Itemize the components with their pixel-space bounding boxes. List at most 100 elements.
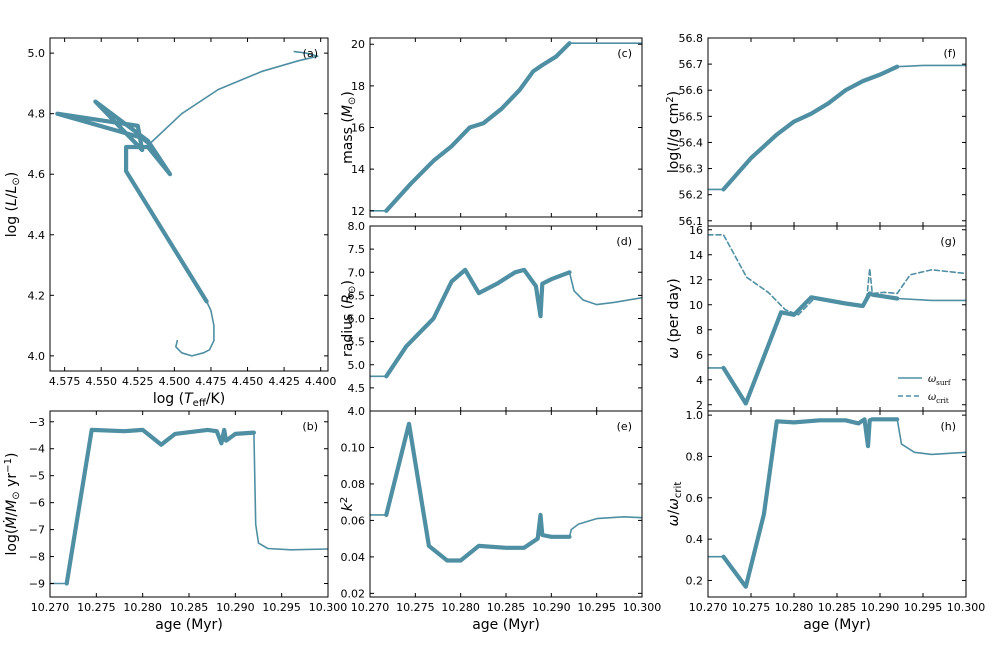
x-tick-label: 10.270: [31, 601, 70, 614]
series-group-f: [708, 64, 966, 192]
x-axis-label: age (Myr): [472, 617, 540, 633]
y-tick-label: 12: [351, 205, 365, 218]
panel-tag: (h): [940, 420, 956, 433]
y-tick-label: 8: [696, 324, 703, 337]
x-axis-label: age (Myr): [155, 617, 223, 633]
y-tick-label: 2: [696, 399, 703, 412]
panel-tag: (g): [940, 235, 956, 248]
y-tick-label: −3: [29, 416, 45, 429]
y-tick-label: 6.5: [348, 289, 366, 302]
x-tick-label: 10.295: [262, 601, 301, 614]
y-axis-label: radius (R⊙): [340, 280, 358, 357]
x-tick-label: 10.285: [818, 601, 857, 614]
panel-tag: (f): [944, 47, 956, 60]
axes-frame: [49, 37, 329, 372]
x-tick-label: 10.300: [947, 601, 986, 614]
x-tick-label: 10.290: [216, 601, 255, 614]
y-axis-label: log(Ṁ/M⊙ yr−1): [2, 453, 22, 556]
x-tick-label: 10.275: [77, 601, 116, 614]
series-accretion-thick: [721, 64, 900, 192]
x-axis-label: log (Teff/K): [153, 391, 225, 409]
series-group-b: [50, 427, 328, 586]
series-late-thin: [148, 50, 319, 145]
axes-frame: [707, 410, 967, 598]
panel-d: 4.0 4.5 5.0 5.5 6.0 6.5 7.0 7.5 8.0 (d) radius (R⊙…: [340, 220, 643, 418]
panel-e: 10.270 10.275 10.280 10.285 10.290 10.295 10.3…: [339, 410, 662, 633]
series-group-a: [55, 50, 319, 357]
y-tick-label: 56.7: [679, 58, 704, 71]
x-axis-label: age (Myr): [803, 617, 871, 633]
x-tick-label: 10.280: [775, 601, 814, 614]
y-axis-label: mass (M⊙): [340, 91, 358, 164]
x-tick-label: 10.285: [487, 601, 526, 614]
x-tick-label: 10.285: [170, 601, 209, 614]
x-tick-label: 10.300: [309, 601, 348, 614]
x-tick-label: 4.525: [122, 375, 154, 388]
x-tick-label: 10.280: [441, 601, 480, 614]
y-tick-label: 6: [696, 349, 703, 362]
series-late-thin: [568, 271, 642, 306]
y-axis-label: k2: [339, 497, 356, 512]
series-accretion-thick: [721, 417, 900, 589]
y-tick-label: 14: [351, 163, 365, 176]
y-tick-label: 56.6: [679, 84, 704, 97]
legend-label-surf: ωsurf: [928, 374, 952, 387]
panel-tag: (a): [303, 47, 318, 60]
x-tick-label: 4.400: [305, 375, 337, 388]
legend-label-crit: ωcrit: [928, 392, 949, 405]
y-tick-label: 56.4: [679, 136, 704, 149]
series-accretion-thick: [384, 41, 572, 213]
x-tick-label: 10.290: [532, 601, 571, 614]
x-tick-label: 10.290: [861, 601, 900, 614]
y-tick-label: 56.8: [679, 32, 704, 45]
x-tick-label: 10.275: [396, 601, 435, 614]
y-tick-label: −5: [29, 470, 45, 483]
x-tick-label: 4.500: [159, 375, 191, 388]
x-tick-label: 10.270: [689, 601, 728, 614]
panel-a: 4.575 4.550 4.525 4.500 4.475 4.450 4.425 4.400…: [4, 37, 337, 409]
axes-frame: [369, 37, 643, 218]
panel-tag: (b): [302, 420, 318, 433]
series-late-thin: [896, 64, 966, 68]
y-tick-label: 14: [689, 249, 703, 262]
y-tick-label: 1.0: [686, 409, 704, 422]
y-tick-label: 56.2: [679, 189, 704, 202]
panel-c: 12 14 16 18 20 (c) mass (M⊙): [340, 37, 643, 218]
y-tick-label: 7.5: [348, 243, 366, 256]
series-pre-ms-thin: [175, 300, 215, 357]
y-tick-label: 18: [351, 80, 365, 93]
y-tick-label: 0.6: [686, 492, 704, 505]
x-tick-label: 4.425: [268, 375, 300, 388]
series-accretion-thick: [384, 421, 572, 563]
y-tick-label: −9: [29, 578, 45, 591]
y-axis-label: log(I/g cm2): [665, 91, 682, 173]
series-group-c: [370, 41, 642, 213]
x-tick-label: 4.575: [49, 375, 81, 388]
panel-h: 10.270 10.275 10.280 10.285 10.290 10.295 10.3…: [666, 409, 985, 633]
y-tick-label: 10: [689, 299, 703, 312]
y-tick-label: 5.5: [348, 336, 366, 349]
x-tick-label: 10.300: [623, 601, 662, 614]
y-tick-label: 0.4: [686, 533, 704, 546]
y-tick-label: 56.1: [679, 215, 704, 228]
series-late-thin: [253, 431, 328, 551]
panel-g: 2 4 6 8 10 12 14 16 (g) ω (per day) ωsurf ωcrit: [666, 224, 967, 412]
y-tick-label: 0.02: [341, 587, 366, 600]
x-tick-label: 10.280: [123, 601, 162, 614]
y-tick-label: 4.6: [28, 168, 46, 181]
y-tick-label: 6.0: [348, 313, 366, 326]
panel-f: 56.1 56.2 56.3 56.4 56.5 56.6 56.7 56.8 (f) log(I…: [665, 32, 967, 228]
y-tick-label: −6: [29, 497, 45, 510]
y-tick-label: 16: [351, 122, 365, 135]
series-accretion-thick: [64, 427, 256, 586]
y-axis-label: ω/ωcrit: [666, 482, 684, 527]
series-group-h: [708, 417, 966, 589]
y-tick-label: 12: [689, 274, 703, 287]
series-accretion-thick: [384, 267, 572, 379]
y-tick-label: 4.0: [28, 350, 46, 363]
x-tick-label: 4.450: [232, 375, 264, 388]
y-tick-label: 8.0: [348, 220, 366, 233]
legend: ωsurf ωcrit: [898, 374, 952, 405]
y-tick-label: 4.8: [28, 108, 46, 121]
